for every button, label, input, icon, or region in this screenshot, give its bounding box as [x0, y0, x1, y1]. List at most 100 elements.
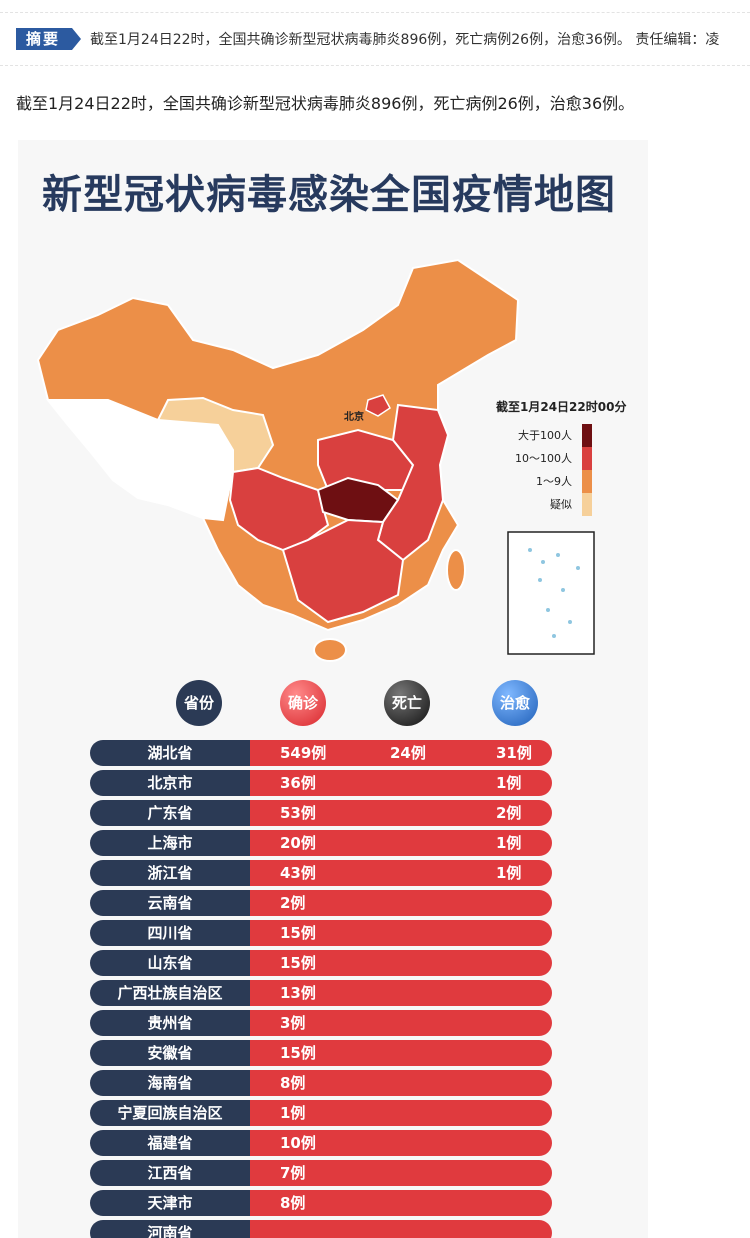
province-cell: 安徽省: [90, 1040, 250, 1066]
cured-value: 1例: [496, 774, 522, 792]
header-death: 死亡: [384, 680, 430, 726]
table-row: 山东省 15例: [90, 950, 552, 976]
map-legend: 截至1月24日22时00分 大于100人 10〜100人 1〜9人 疑似: [496, 398, 646, 516]
table-row: 浙江省 43例 1例: [90, 860, 552, 886]
province-cell: 江西省: [90, 1160, 250, 1186]
header-cured: 治愈: [492, 680, 538, 726]
table-row: 上海市 20例 1例: [90, 830, 552, 856]
data-cell: 43例 1例: [250, 860, 552, 886]
province-cell: 广东省: [90, 800, 250, 826]
data-cell: 15例: [250, 920, 552, 946]
table-row: 天津市 8例: [90, 1190, 552, 1216]
confirmed-value: 15例: [280, 924, 316, 942]
confirmed-value: 3例: [280, 1014, 306, 1032]
data-cell: 8例: [250, 1190, 552, 1216]
lead-paragraph: 截至1月24日22时，全国共确诊新型冠状病毒肺炎896例，死亡病例26例，治愈3…: [16, 94, 635, 113]
header-province: 省份: [176, 680, 222, 726]
china-map: 北京: [36, 258, 595, 662]
confirmed-value: 8例: [280, 1074, 306, 1092]
confirmed-value: 43例: [280, 864, 316, 882]
legend-swatch: [582, 424, 592, 447]
summary-bar: 摘要 截至1月24日22时，全国共确诊新型冠状病毒肺炎896例，死亡病例26例，…: [0, 12, 750, 66]
province-cell: 贵州省: [90, 1010, 250, 1036]
south-sea-inset: [507, 531, 595, 655]
table-row: 湖北省 549例 24例 31例: [90, 740, 552, 766]
legend-swatch: [582, 447, 592, 470]
province-cell: 浙江省: [90, 860, 250, 886]
data-cell: 15例: [250, 1040, 552, 1066]
province-cell: 海南省: [90, 1070, 250, 1096]
legend-label: 疑似: [550, 498, 572, 511]
table-row: 江西省 7例: [90, 1160, 552, 1186]
confirmed-value: 8例: [280, 1194, 306, 1212]
cured-value: 1例: [496, 864, 522, 882]
data-cell: 8例: [250, 1070, 552, 1096]
data-cell: [250, 1220, 552, 1238]
table-row: 北京市 36例 1例: [90, 770, 552, 796]
legend-label: 10〜100人: [515, 452, 572, 465]
cured-value: 1例: [496, 834, 522, 852]
map-hainan: [313, 638, 347, 662]
confirmed-value: 549例: [280, 744, 327, 762]
cured-value: 31例: [496, 744, 532, 762]
map-taiwan: [446, 549, 466, 591]
table-row: 福建省 10例: [90, 1130, 552, 1156]
data-cell: 2例: [250, 890, 552, 916]
summary-tag: 摘要: [16, 28, 82, 50]
legend-labels: 大于100人 10〜100人 1〜9人 疑似: [496, 424, 576, 516]
province-cell: 云南省: [90, 890, 250, 916]
table-row: 宁夏回族自治区 1例: [90, 1100, 552, 1126]
map-label-beijing: 北京: [344, 410, 364, 423]
table-row: 河南省: [90, 1220, 552, 1238]
data-cell: 7例: [250, 1160, 552, 1186]
confirmed-value: 15例: [280, 1044, 316, 1062]
confirmed-value: 10例: [280, 1134, 316, 1152]
legend-title: 截至1月24日22时00分: [496, 400, 627, 414]
province-cell: 北京市: [90, 770, 250, 796]
confirmed-value: 15例: [280, 954, 316, 972]
data-cell: 53例 2例: [250, 800, 552, 826]
confirmed-value: 53例: [280, 804, 316, 822]
data-cell: 549例 24例 31例: [250, 740, 552, 766]
data-cell: 1例: [250, 1100, 552, 1126]
south-sea-islands: [528, 548, 580, 638]
table-row: 贵州省 3例: [90, 1010, 552, 1036]
summary-text: 截至1月24日22时，全国共确诊新型冠状病毒肺炎896例，死亡病例26例，治愈3…: [90, 32, 720, 48]
table-row: 安徽省 15例: [90, 1040, 552, 1066]
province-cell: 湖北省: [90, 740, 250, 766]
table-row: 广东省 53例 2例: [90, 800, 552, 826]
header-confirmed: 确诊: [280, 680, 326, 726]
confirmed-value: 1例: [280, 1104, 306, 1122]
map-beijing: [365, 394, 391, 417]
table-row: 广西壮族自治区 13例: [90, 980, 552, 1006]
province-cell: 河南省: [90, 1220, 250, 1238]
province-cell: 四川省: [90, 920, 250, 946]
legend-label: 大于100人: [518, 429, 572, 442]
infographic-title: 新型冠状病毒感染全国疫情地图: [42, 172, 616, 218]
death-value: 24例: [390, 744, 426, 762]
legend-label: 1〜9人: [536, 475, 572, 488]
data-cell: 3例: [250, 1010, 552, 1036]
table-row: 四川省 15例: [90, 920, 552, 946]
data-cell: 20例 1例: [250, 830, 552, 856]
cases-table: 湖北省 549例 24例 31例 北京市 36例 1例 广东省 53例 2例: [90, 740, 552, 1238]
data-cell: 36例 1例: [250, 770, 552, 796]
cured-value: 2例: [496, 804, 522, 822]
province-cell: 山东省: [90, 950, 250, 976]
confirmed-value: 20例: [280, 834, 316, 852]
province-cell: 宁夏回族自治区: [90, 1100, 250, 1126]
data-cell: 10例: [250, 1130, 552, 1156]
legend-swatch: [582, 493, 592, 516]
map-qinghai: [156, 396, 275, 474]
map-south: [281, 518, 405, 624]
data-cell: 13例: [250, 980, 552, 1006]
confirmed-value: 7例: [280, 1164, 306, 1182]
province-cell: 福建省: [90, 1130, 250, 1156]
province-cell: 广西壮族自治区: [90, 980, 250, 1006]
data-cell: 15例: [250, 950, 552, 976]
confirmed-value: 36例: [280, 774, 316, 792]
confirmed-value: 13例: [280, 984, 316, 1002]
confirmed-value: 2例: [280, 894, 306, 912]
table-row: 海南省 8例: [90, 1070, 552, 1096]
province-cell: 上海市: [90, 830, 250, 856]
